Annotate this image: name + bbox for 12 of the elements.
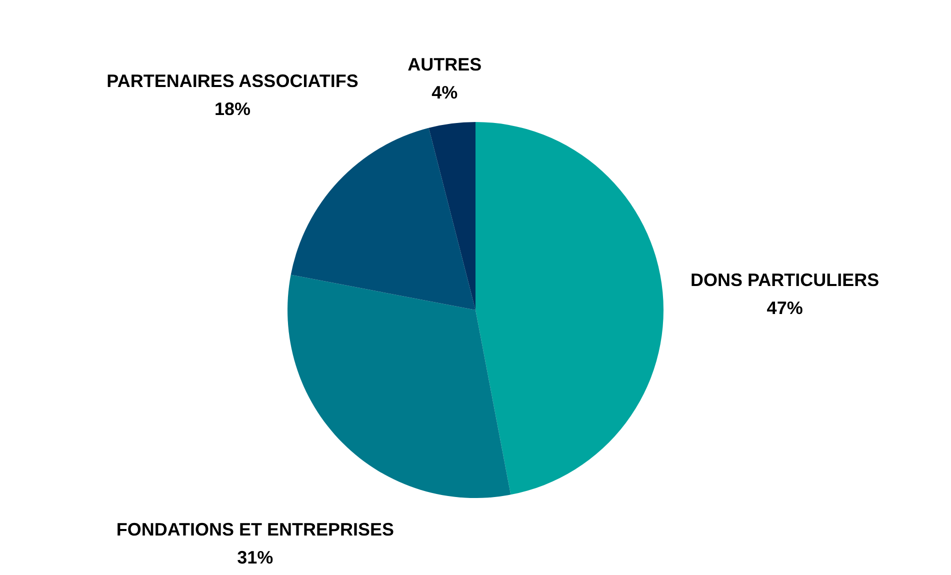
data-label: 4% xyxy=(432,82,458,103)
pie-slice xyxy=(288,274,511,498)
data-label: 31% xyxy=(237,547,274,568)
slice-label: AUTRES xyxy=(408,54,482,75)
slice-label: FONDATIONS ET ENTREPRISES xyxy=(116,519,394,540)
data-label: 18% xyxy=(214,98,251,119)
pie-slice xyxy=(476,122,664,495)
pie-slice xyxy=(290,128,476,310)
slice-label: DONS PARTICULIERS xyxy=(690,270,880,290)
data-label: 47% xyxy=(766,298,803,318)
slice-label: PARTENAIRES ASSOCIATIFS xyxy=(106,70,358,91)
pie-slice xyxy=(428,122,476,310)
